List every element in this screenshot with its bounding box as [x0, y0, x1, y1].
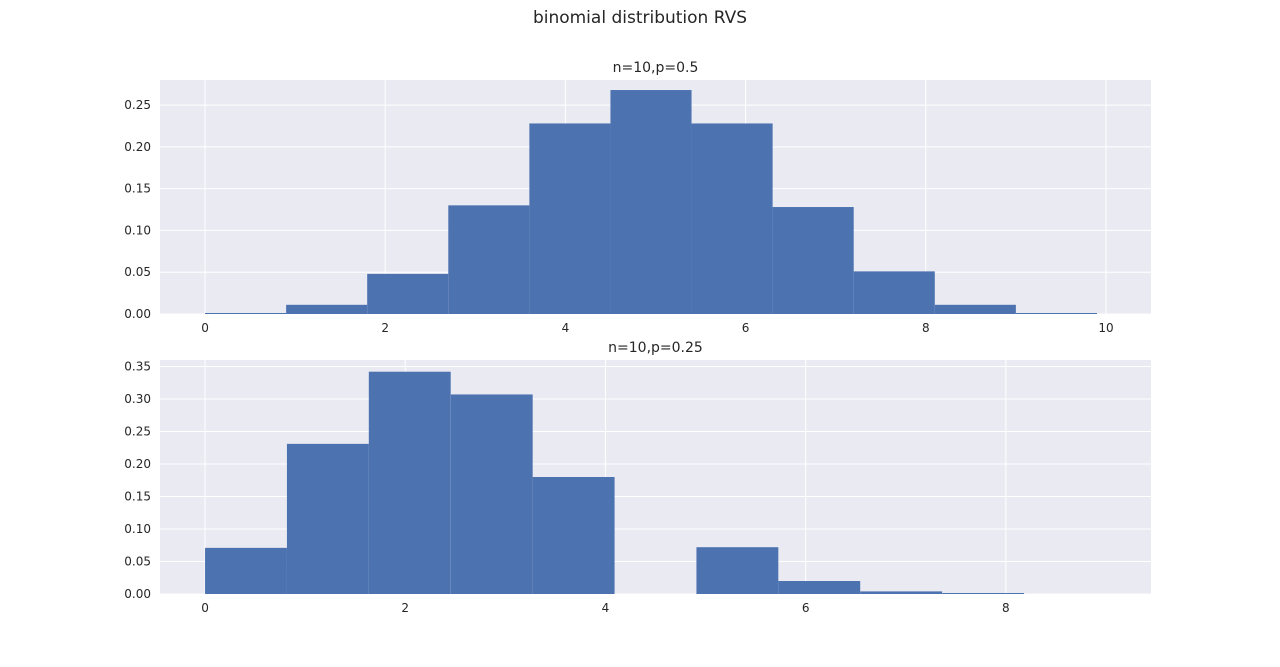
x-tick-label: 2 — [381, 321, 389, 335]
x-tick-label: 4 — [602, 601, 610, 615]
histogram-bar — [286, 443, 369, 594]
histogram-bar — [448, 205, 530, 314]
y-tick-label: 0.30 — [124, 392, 151, 406]
x-tick-label: 6 — [802, 601, 810, 615]
x-tick-label: 6 — [742, 321, 750, 335]
histogram-bar — [860, 591, 943, 594]
y-tick-label: 0.35 — [124, 360, 151, 374]
x-tick-label: 0 — [201, 601, 209, 615]
figure-title: binomial distribution RVS — [532, 8, 748, 28]
y-tick-label: 0.00 — [124, 307, 151, 321]
histogram-bar — [778, 581, 861, 594]
histogram-bar — [286, 304, 368, 314]
y-tick-label: 0.20 — [124, 457, 151, 471]
histogram-bar — [696, 547, 779, 594]
y-tick-label: 0.20 — [124, 140, 151, 154]
subplot-2: 0.00 0.05 0.10 0.15 0.20 0.25 0.30 0.35 0 2 4 6 8 n=1… — [124, 340, 1151, 615]
y-tick-label: 0.25 — [124, 98, 151, 112]
histogram-bar — [1015, 313, 1097, 314]
histogram-bar — [532, 477, 615, 594]
subplot-1: 0.00 0.05 0.10 0.15 0.20 0.25 0 2 4 6 8 10 n=10,p=0.… — [124, 60, 1151, 335]
histogram-bar — [772, 207, 854, 314]
y-tick-label: 0.15 — [124, 490, 151, 504]
y-tick-label: 0.15 — [124, 182, 151, 196]
histogram-bar — [368, 371, 451, 594]
y-tick-label: 0.25 — [124, 425, 151, 439]
histogram-bar — [205, 313, 287, 314]
x-tick-label: 2 — [401, 601, 409, 615]
histogram-bar — [934, 304, 1016, 314]
x-tick-label: 8 — [922, 321, 930, 335]
histogram-bar — [610, 90, 692, 315]
histogram-bar — [691, 123, 773, 314]
x-tick-label: 10 — [1098, 321, 1113, 335]
y-tick-label: 0.10 — [124, 223, 151, 237]
x-tick-label: 4 — [562, 321, 570, 335]
y-tick-label: 0.00 — [124, 587, 151, 601]
histogram-bar — [853, 271, 935, 314]
x-tick-label: 0 — [201, 321, 209, 335]
y-tick-label: 0.10 — [124, 522, 151, 536]
histogram-bar — [942, 593, 1025, 594]
y-tick-label: 0.05 — [124, 555, 151, 569]
histogram-bar — [450, 394, 533, 594]
histogram-bar — [529, 123, 611, 314]
x-tick-label: 8 — [1002, 601, 1010, 615]
subplot-title: n=10,p=0.25 — [608, 340, 703, 356]
histogram-bar — [367, 273, 449, 314]
subplot-title: n=10,p=0.5 — [613, 60, 699, 76]
histogram-bar — [205, 547, 287, 594]
y-tick-label: 0.05 — [124, 265, 151, 279]
